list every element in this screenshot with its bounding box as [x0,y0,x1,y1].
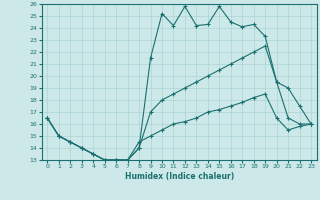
X-axis label: Humidex (Indice chaleur): Humidex (Indice chaleur) [124,172,234,181]
